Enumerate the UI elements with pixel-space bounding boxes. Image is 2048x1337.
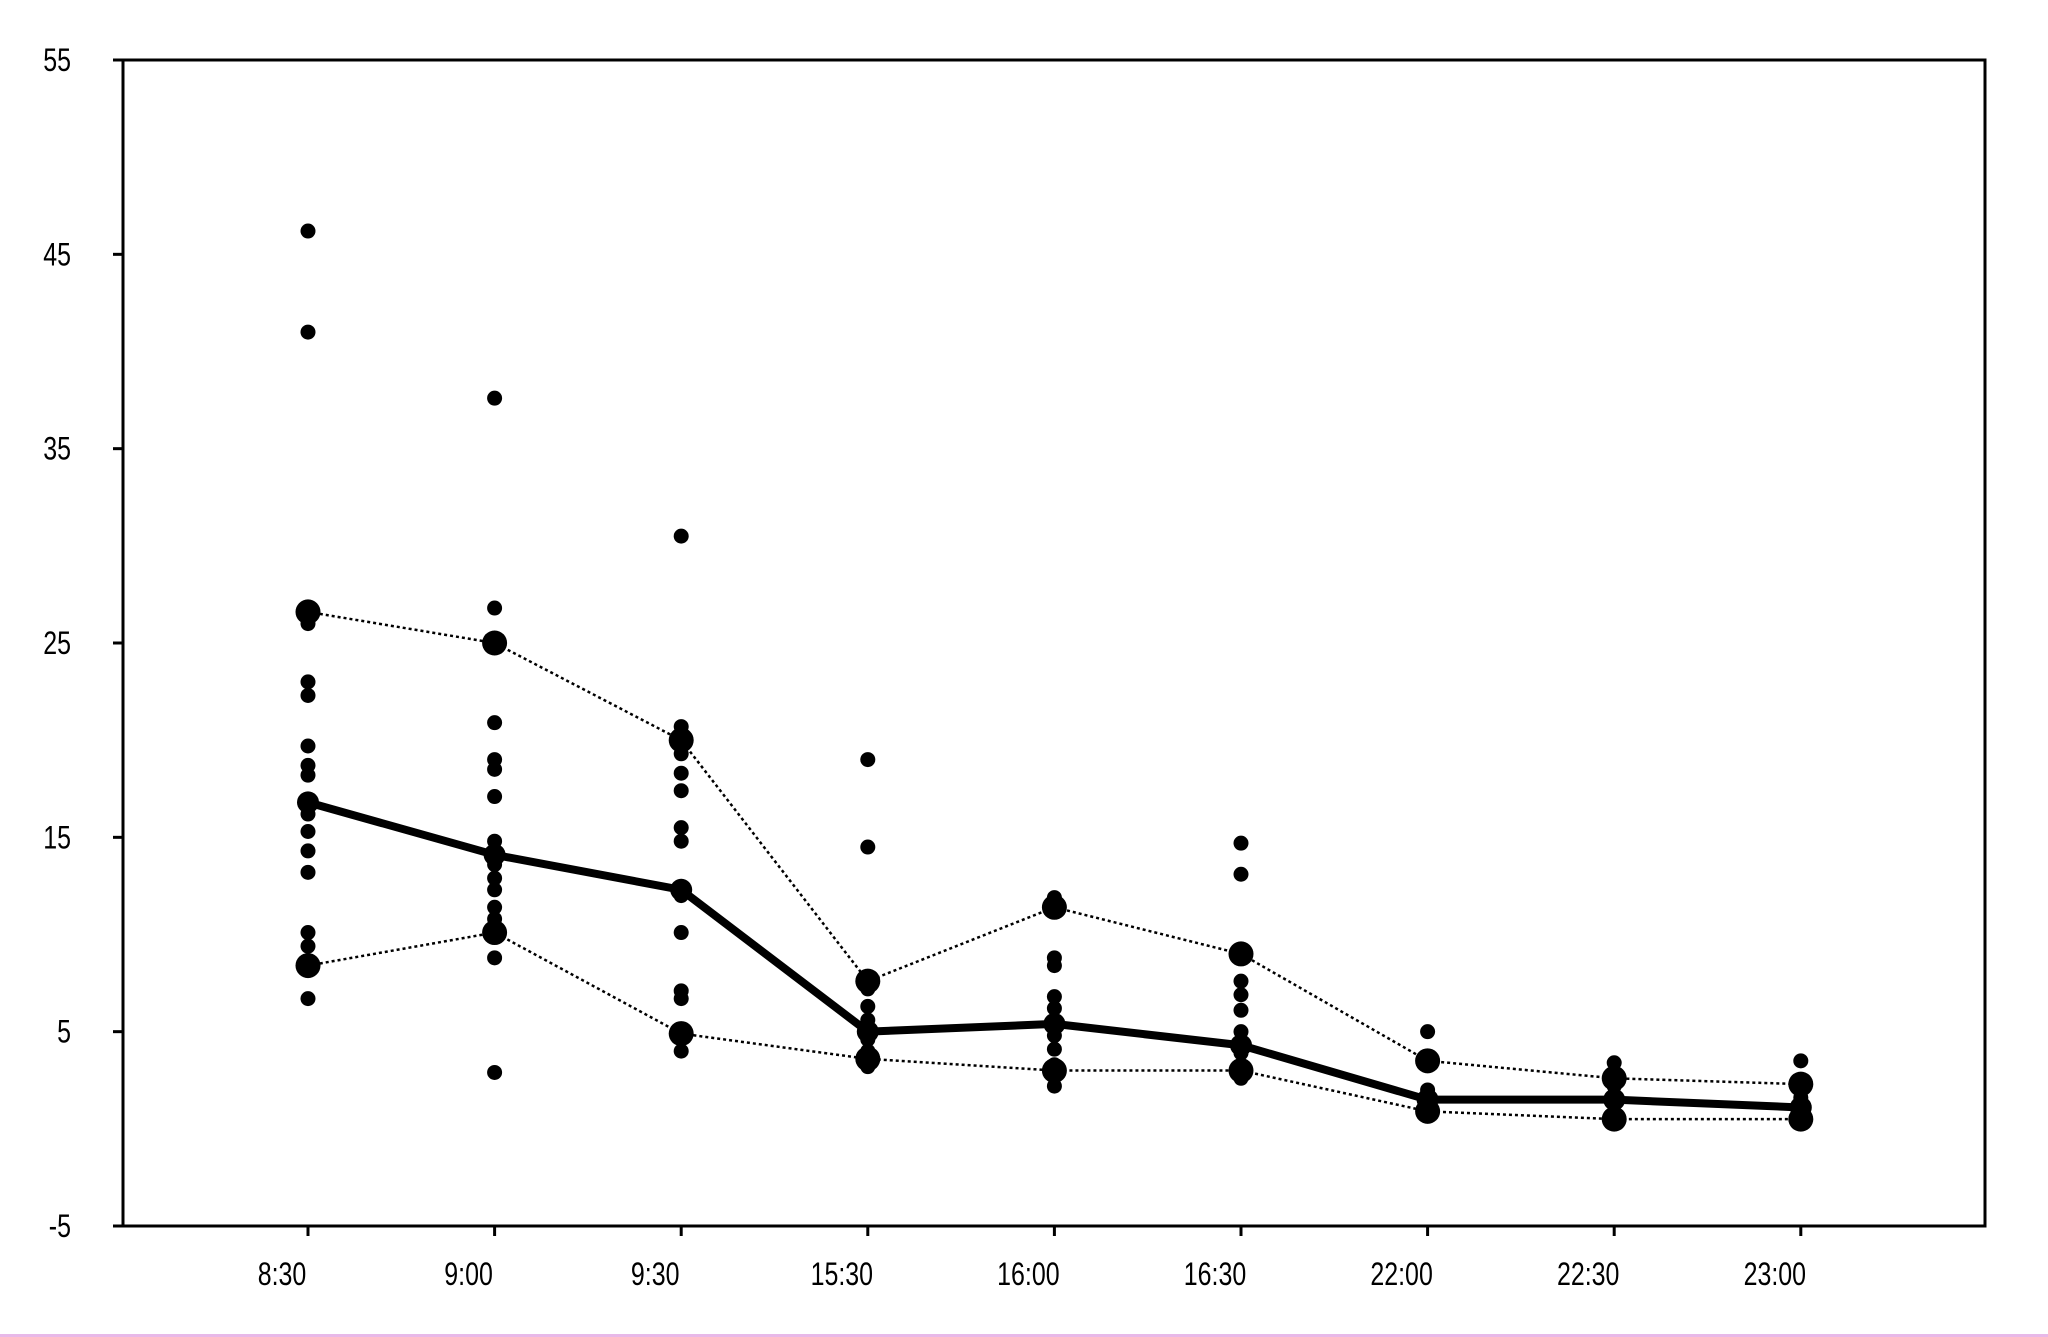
data-point [487, 789, 503, 805]
series-marker [856, 1020, 879, 1043]
series-marker [1415, 1048, 1441, 1074]
series-marker [1230, 1034, 1252, 1057]
data-point [487, 390, 503, 406]
data-point [673, 833, 689, 849]
data-point [1793, 1053, 1809, 1069]
y-tick-label: 15 [43, 820, 71, 856]
series-marker [1043, 1012, 1066, 1035]
data-point [300, 324, 316, 340]
y-tick-label: -5 [49, 1209, 71, 1245]
y-tick-label: 55 [43, 43, 71, 79]
data-point [1233, 866, 1249, 882]
x-axis: 8:30 9:00 9:30 15:30 16:00 16:30 22:00 22:30 23:… [258, 1226, 1806, 1293]
y-tick-label: 35 [43, 432, 71, 468]
series-marker [482, 920, 508, 946]
series-marker [295, 953, 321, 979]
data-point [487, 761, 503, 777]
series-marker [482, 630, 508, 656]
data-point [1233, 987, 1249, 1003]
data-point [300, 925, 316, 941]
data-point [487, 950, 503, 966]
series-marker [668, 1021, 694, 1047]
series-marker [855, 1046, 881, 1072]
x-tick-label: 9:00 [444, 1257, 493, 1293]
x-tick-label: 22:30 [1557, 1257, 1619, 1293]
y-tick-label: 5 [57, 1015, 71, 1051]
data-point [1420, 1024, 1436, 1040]
series-marker [1601, 1065, 1627, 1091]
x-tick-label: 8:30 [258, 1257, 307, 1293]
data-point [673, 820, 689, 836]
data-point [487, 882, 503, 898]
bottom-border [0, 1334, 2048, 1337]
data-points [300, 223, 1809, 1129]
data-point [673, 1043, 689, 1059]
series-marker [297, 791, 319, 814]
series-marker [1788, 1071, 1814, 1097]
data-point [487, 870, 503, 886]
data-point [673, 528, 689, 544]
series-lines [295, 599, 1814, 1132]
series-marker [855, 968, 881, 994]
x-tick-label: 15:30 [811, 1257, 873, 1293]
y-tick-label: 25 [43, 626, 71, 662]
series-marker [1603, 1088, 1626, 1111]
data-point [1046, 989, 1062, 1005]
data-point [300, 767, 316, 783]
data-point [860, 998, 876, 1014]
data-point [673, 925, 689, 941]
series-marker [1041, 894, 1067, 920]
series-marker [670, 878, 693, 901]
data-point [1046, 958, 1062, 974]
x-tick-label: 16:00 [997, 1257, 1059, 1293]
series-marker [1228, 1058, 1254, 1084]
data-point [300, 824, 316, 840]
quartile-line [307, 610, 1801, 1086]
data-point [487, 1064, 503, 1080]
data-point [673, 765, 689, 781]
data-point [860, 839, 876, 855]
data-point [673, 783, 689, 799]
series-marker [295, 599, 321, 625]
data-point [300, 843, 316, 859]
series-marker [1788, 1106, 1814, 1132]
data-point [1046, 1000, 1062, 1016]
data-point [300, 738, 316, 754]
data-point [300, 223, 316, 239]
data-point [487, 600, 503, 616]
x-tick-label: 9:30 [631, 1257, 680, 1293]
series-marker [483, 843, 506, 866]
x-tick-label: 16:30 [1184, 1257, 1246, 1293]
data-point [300, 674, 316, 690]
series-marker [1228, 941, 1254, 967]
data-point [300, 938, 316, 954]
series-marker [1601, 1106, 1627, 1132]
data-point [673, 991, 689, 1007]
x-tick-label: 23:00 [1744, 1257, 1806, 1293]
y-axis: -5 5 15 25 35 45 55 [43, 43, 123, 1245]
data-point [300, 687, 316, 703]
series-marker [1415, 1098, 1441, 1124]
data-point [487, 899, 503, 915]
data-point [487, 715, 503, 731]
data-point [1233, 973, 1249, 989]
series-marker [1041, 1058, 1067, 1084]
data-point [300, 864, 316, 880]
y-tick-label: 45 [43, 237, 71, 273]
x-tick-label: 22:00 [1370, 1257, 1432, 1293]
data-point [1233, 835, 1249, 851]
data-point [300, 991, 316, 1007]
series-marker [668, 727, 694, 753]
data-point [860, 752, 876, 768]
data-point [1233, 1002, 1249, 1018]
data-point [1046, 1041, 1062, 1057]
